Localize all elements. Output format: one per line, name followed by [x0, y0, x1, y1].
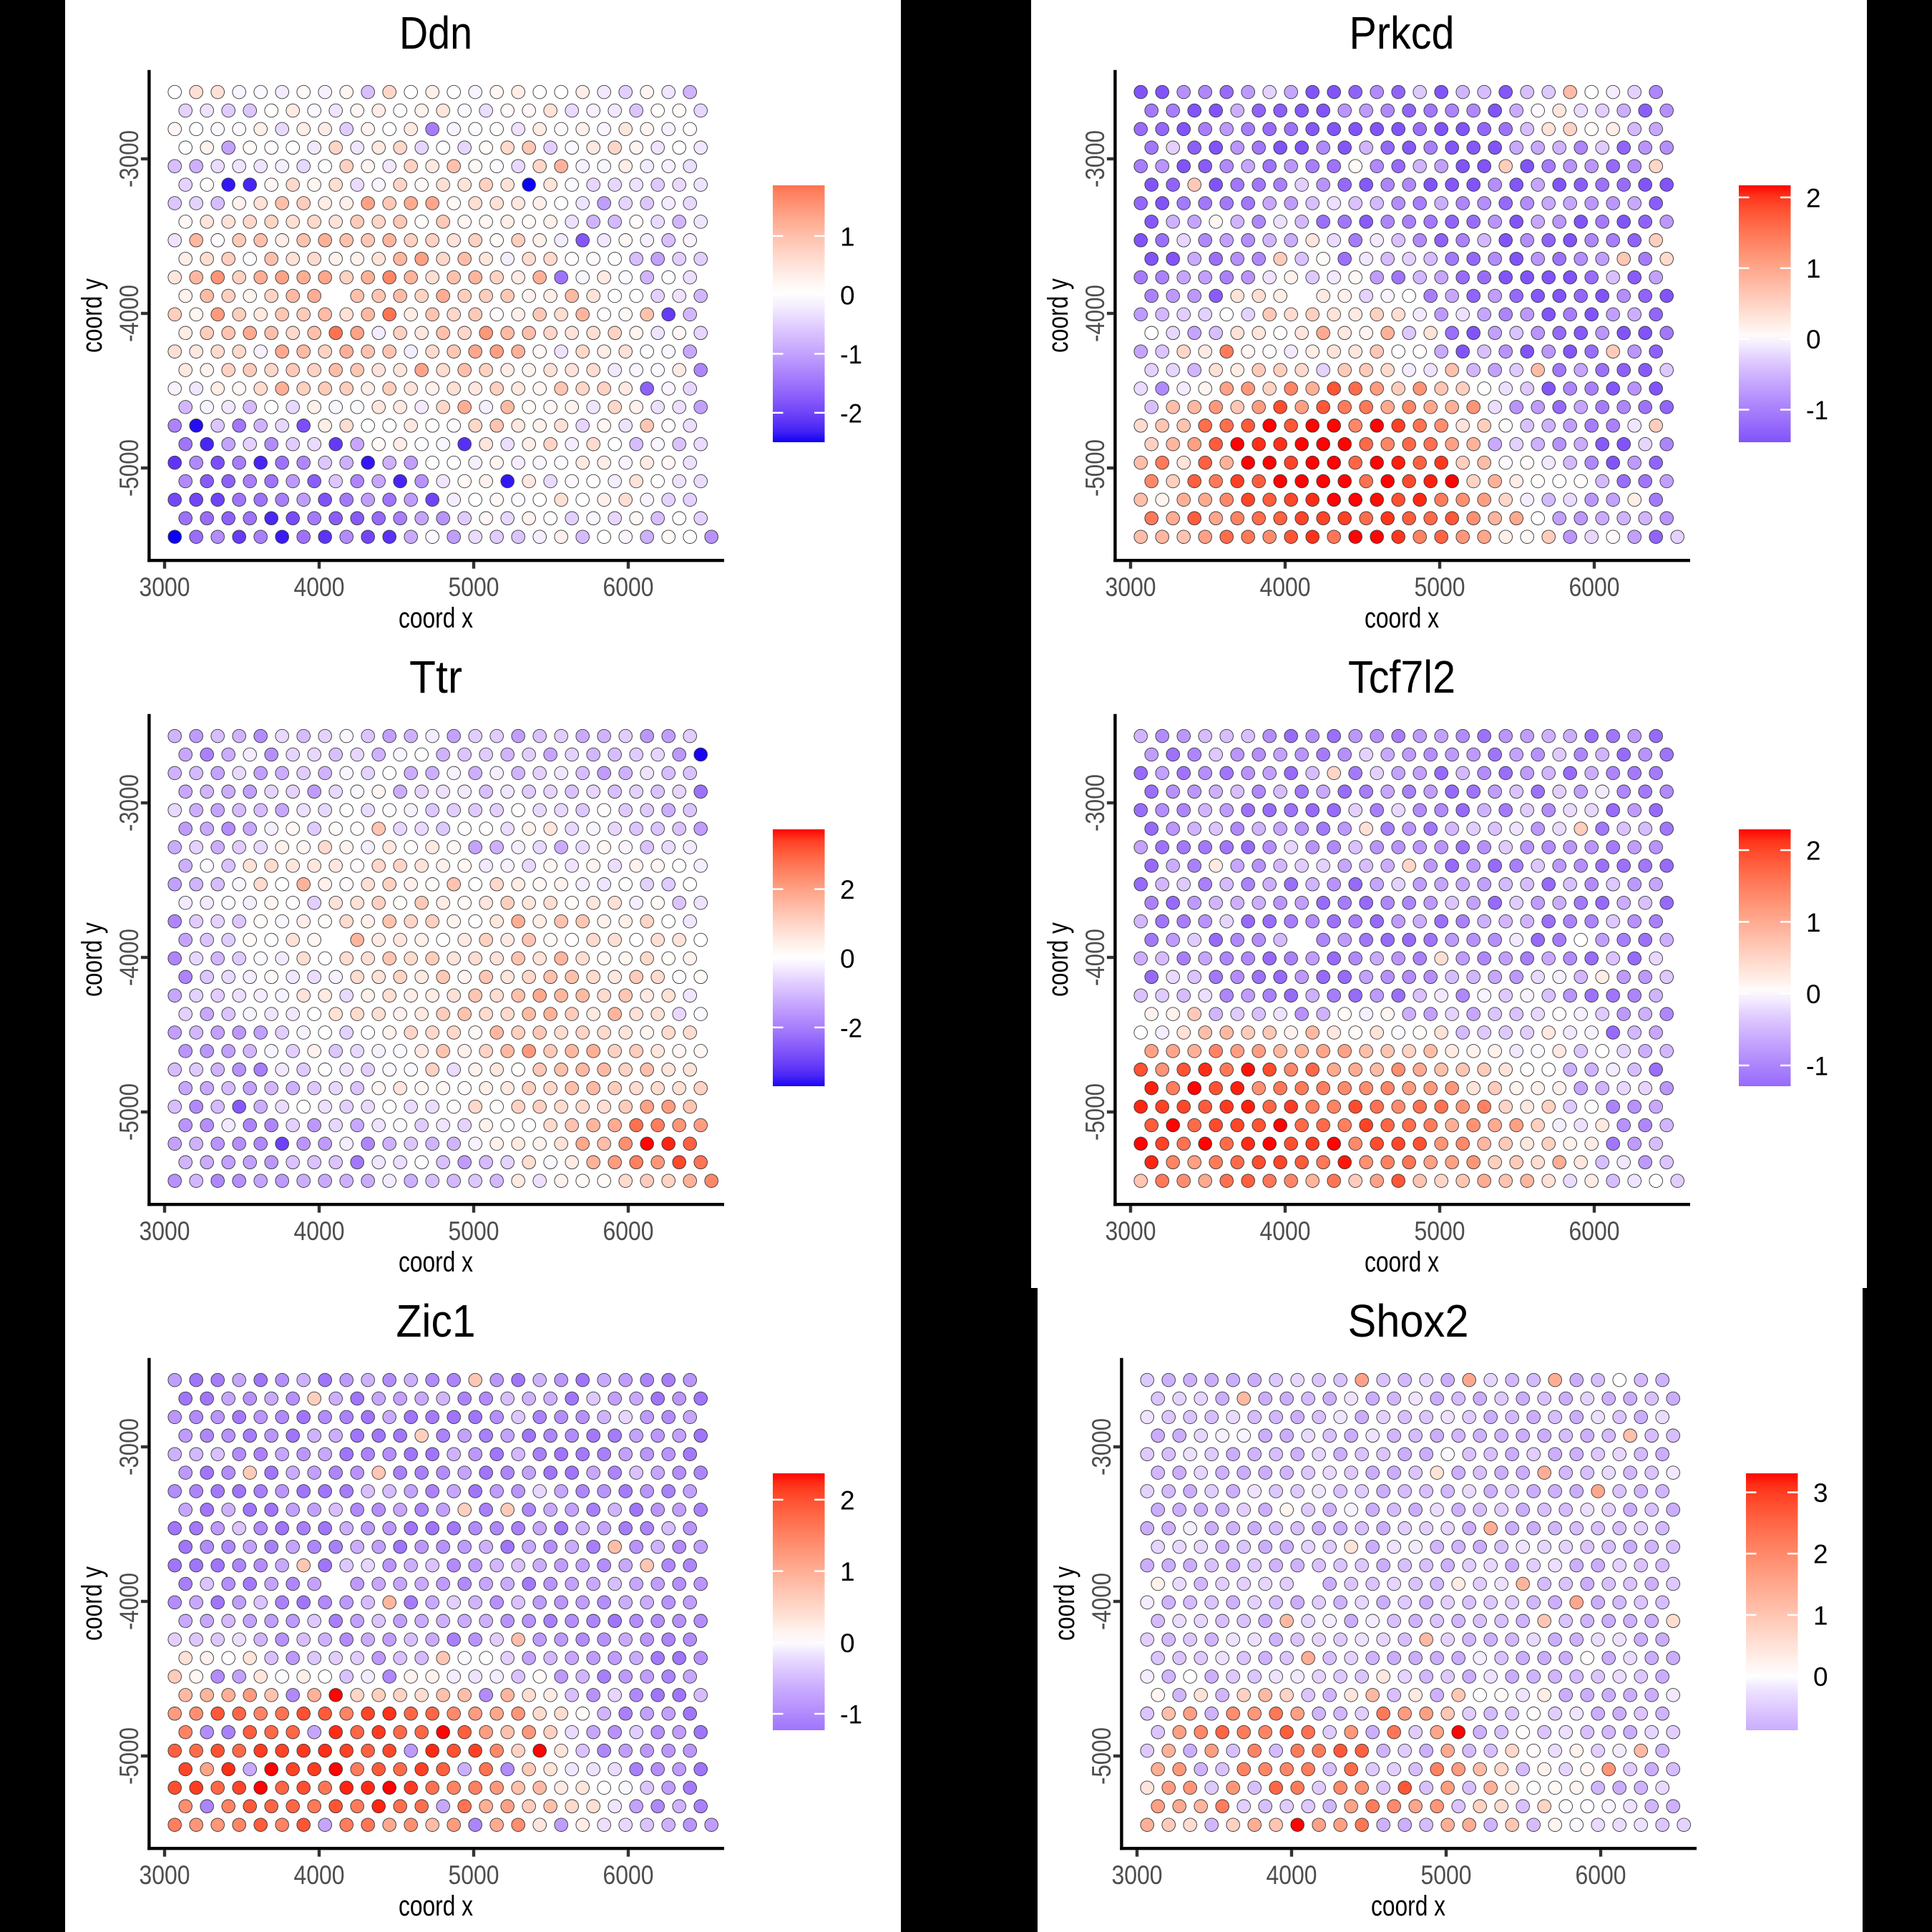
- svg-text:0: 0: [1806, 325, 1821, 354]
- svg-text:-4000: -4000: [1087, 1573, 1116, 1630]
- svg-text:coord x: coord x: [1371, 1890, 1445, 1922]
- svg-text:3000: 3000: [140, 572, 190, 602]
- svg-text:2: 2: [1806, 836, 1821, 866]
- svg-text:4000: 4000: [1260, 1216, 1311, 1246]
- svg-text:Prkcd: Prkcd: [1350, 7, 1455, 59]
- svg-text:5000: 5000: [1415, 572, 1465, 602]
- svg-text:-5000: -5000: [1080, 439, 1110, 497]
- svg-text:4000: 4000: [294, 1860, 345, 1890]
- svg-text:6000: 6000: [603, 572, 654, 602]
- svg-text:-3000: -3000: [1080, 774, 1110, 831]
- svg-text:0: 0: [1806, 980, 1821, 1009]
- svg-text:coord y: coord y: [77, 278, 108, 353]
- svg-text:6000: 6000: [1576, 1860, 1626, 1890]
- svg-text:4000: 4000: [1260, 572, 1311, 602]
- svg-text:-5000: -5000: [1087, 1727, 1116, 1785]
- svg-text:-1: -1: [840, 340, 862, 369]
- svg-text:coord x: coord x: [1365, 602, 1439, 634]
- svg-text:6000: 6000: [603, 1216, 654, 1246]
- svg-text:6000: 6000: [1569, 1216, 1620, 1246]
- svg-text:3000: 3000: [1112, 1860, 1163, 1890]
- svg-text:-3000: -3000: [1080, 130, 1110, 187]
- svg-text:0: 0: [840, 1629, 855, 1658]
- svg-text:-2: -2: [840, 1013, 862, 1043]
- svg-text:coord x: coord x: [399, 1890, 473, 1922]
- svg-text:Ddn: Ddn: [399, 7, 472, 59]
- svg-text:coord y: coord y: [1043, 922, 1074, 997]
- svg-text:0: 0: [840, 945, 855, 974]
- svg-text:5000: 5000: [1415, 1216, 1465, 1246]
- svg-text:-3000: -3000: [114, 1418, 144, 1475]
- svg-text:coord x: coord x: [399, 1246, 473, 1278]
- svg-text:Shox2: Shox2: [1348, 1295, 1469, 1347]
- svg-text:4000: 4000: [294, 572, 345, 602]
- svg-text:3000: 3000: [1106, 572, 1156, 602]
- svg-text:1: 1: [1806, 254, 1821, 283]
- svg-text:1: 1: [840, 1557, 855, 1586]
- svg-text:3000: 3000: [140, 1216, 190, 1246]
- svg-text:Ttr: Ttr: [409, 651, 462, 703]
- svg-text:Zic1: Zic1: [396, 1295, 476, 1347]
- svg-text:1: 1: [840, 222, 855, 251]
- svg-text:coord y: coord y: [77, 1566, 108, 1641]
- svg-text:3: 3: [1813, 1478, 1828, 1508]
- svg-text:5000: 5000: [1421, 1860, 1472, 1890]
- svg-text:-4000: -4000: [1080, 929, 1110, 986]
- svg-text:coord y: coord y: [1043, 278, 1074, 353]
- svg-text:coord y: coord y: [77, 922, 108, 997]
- svg-text:1: 1: [1813, 1601, 1828, 1630]
- svg-text:-3000: -3000: [1087, 1418, 1116, 1475]
- svg-text:-4000: -4000: [114, 1573, 144, 1630]
- svg-text:6000: 6000: [603, 1860, 654, 1890]
- svg-text:0: 0: [1813, 1662, 1828, 1692]
- svg-text:-5000: -5000: [1080, 1083, 1110, 1141]
- svg-text:-4000: -4000: [1080, 285, 1110, 342]
- svg-text:3000: 3000: [1106, 1216, 1156, 1246]
- svg-text:1: 1: [1806, 908, 1821, 937]
- svg-text:coord x: coord x: [1365, 1246, 1439, 1278]
- svg-text:-3000: -3000: [114, 130, 144, 187]
- svg-text:-5000: -5000: [114, 1083, 144, 1141]
- svg-text:-4000: -4000: [114, 285, 144, 342]
- svg-text:4000: 4000: [1267, 1860, 1317, 1890]
- svg-text:-5000: -5000: [114, 439, 144, 497]
- svg-text:-1: -1: [840, 1700, 862, 1729]
- svg-text:2: 2: [840, 1485, 855, 1515]
- svg-text:coord x: coord x: [399, 602, 473, 634]
- svg-text:2: 2: [1813, 1540, 1828, 1569]
- svg-text:coord y: coord y: [1049, 1566, 1080, 1641]
- svg-text:5000: 5000: [449, 572, 499, 602]
- svg-text:6000: 6000: [1569, 572, 1620, 602]
- svg-text:-1: -1: [1806, 1051, 1828, 1080]
- svg-text:-4000: -4000: [114, 929, 144, 986]
- svg-text:2: 2: [840, 875, 855, 904]
- svg-text:-2: -2: [840, 399, 862, 428]
- svg-text:-1: -1: [1806, 396, 1828, 425]
- svg-text:5000: 5000: [449, 1216, 499, 1246]
- svg-text:-3000: -3000: [114, 774, 144, 831]
- svg-text:Tcf7l2: Tcf7l2: [1348, 651, 1455, 703]
- svg-text:3000: 3000: [140, 1860, 190, 1890]
- svg-text:0: 0: [840, 281, 855, 311]
- svg-text:2: 2: [1806, 183, 1821, 213]
- svg-text:4000: 4000: [294, 1216, 345, 1246]
- svg-text:5000: 5000: [449, 1860, 499, 1890]
- svg-text:-5000: -5000: [114, 1727, 144, 1785]
